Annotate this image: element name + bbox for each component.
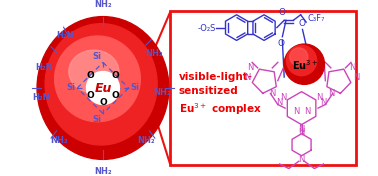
Text: Si: Si xyxy=(130,83,139,93)
Text: N: N xyxy=(298,128,305,137)
Text: N: N xyxy=(298,125,305,134)
Text: O: O xyxy=(279,8,286,17)
Text: -O₂S: -O₂S xyxy=(197,24,215,33)
Text: O: O xyxy=(112,91,120,100)
Text: Si: Si xyxy=(67,83,76,93)
Text: N: N xyxy=(298,155,305,164)
Text: visible-light-
sensitized
Eu$^{3+}$ complex: visible-light- sensitized Eu$^{3+}$ comp… xyxy=(179,72,262,117)
Text: N: N xyxy=(276,98,283,107)
Text: N: N xyxy=(349,63,356,72)
Ellipse shape xyxy=(69,50,119,93)
Ellipse shape xyxy=(290,48,308,66)
Ellipse shape xyxy=(284,44,324,84)
Text: O: O xyxy=(277,39,284,48)
Text: O: O xyxy=(99,98,107,107)
Text: Si: Si xyxy=(92,52,101,61)
Text: N: N xyxy=(320,98,327,107)
Text: C₃F₇: C₃F₇ xyxy=(308,14,325,23)
Text: Eu$^{3+}$: Eu$^{3+}$ xyxy=(292,58,318,72)
Text: Eu: Eu xyxy=(94,82,112,95)
Text: N: N xyxy=(304,107,310,116)
Circle shape xyxy=(87,71,119,105)
Text: N: N xyxy=(269,89,276,98)
Text: NH₂: NH₂ xyxy=(138,136,155,145)
Text: H₂N: H₂N xyxy=(56,31,74,40)
Ellipse shape xyxy=(287,45,317,76)
Text: NH₂: NH₂ xyxy=(94,0,112,9)
Text: N: N xyxy=(244,73,250,81)
Text: O: O xyxy=(86,91,94,100)
Text: N: N xyxy=(293,107,299,116)
Text: N: N xyxy=(328,89,334,98)
Text: NH₂: NH₂ xyxy=(153,88,171,97)
Text: O: O xyxy=(299,19,306,28)
Text: NH₂: NH₂ xyxy=(51,136,68,145)
Text: N: N xyxy=(248,63,254,72)
Ellipse shape xyxy=(37,17,169,159)
Text: H₂N: H₂N xyxy=(35,63,53,72)
Text: O: O xyxy=(112,71,120,80)
Text: N: N xyxy=(280,93,287,102)
Text: N: N xyxy=(353,73,359,81)
Bar xyxy=(170,11,356,165)
Text: NH₂: NH₂ xyxy=(145,49,163,58)
Text: N: N xyxy=(317,93,323,102)
Text: NH₂: NH₂ xyxy=(94,167,112,176)
Text: Si: Si xyxy=(92,115,101,124)
Text: H₂N: H₂N xyxy=(32,93,50,102)
Ellipse shape xyxy=(55,36,140,122)
Text: O: O xyxy=(86,71,94,80)
Ellipse shape xyxy=(45,24,157,145)
